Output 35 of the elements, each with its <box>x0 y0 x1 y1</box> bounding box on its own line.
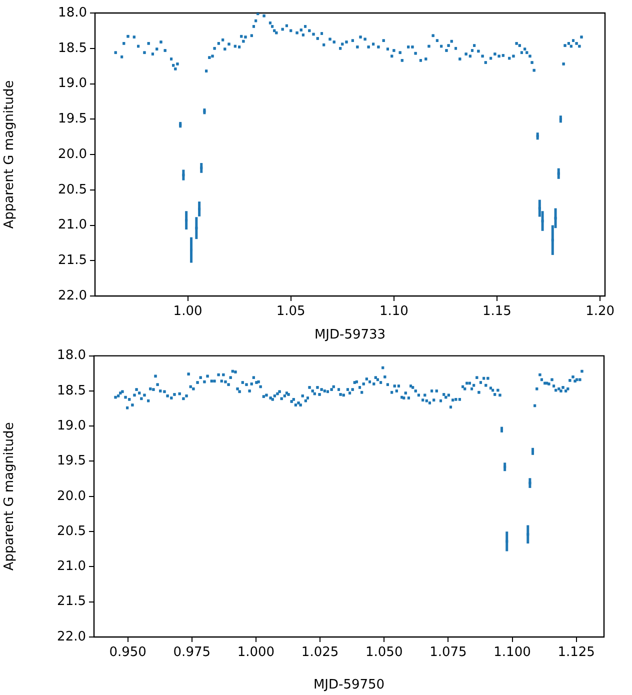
x-tick-label: 1.100 <box>494 645 531 660</box>
y-tick-label: 22.0 <box>58 288 87 304</box>
y-axis-title: Apparent G magnitude <box>2 80 18 229</box>
x-tick-label: 1.10 <box>379 304 408 320</box>
y-tick-label: 20.0 <box>58 146 87 162</box>
y-tick-label: 18.0 <box>58 5 87 20</box>
x-tick-label: 1.15 <box>482 304 512 320</box>
x-tick-label: 1.20 <box>586 304 615 320</box>
x-tick-label: 1.125 <box>558 645 595 660</box>
x-tick-label: 1.025 <box>301 645 339 660</box>
y-tick-label: 20.0 <box>57 488 86 504</box>
x-tick-label: 1.000 <box>237 645 275 660</box>
x-tick-label: 0.950 <box>109 645 146 660</box>
y-tick-label: 21.5 <box>58 253 87 268</box>
y-tick-label: 20.5 <box>57 524 86 539</box>
x-tick-label: 1.05 <box>276 304 306 320</box>
y-tick-label: 19.5 <box>57 454 86 469</box>
y-tick-label: 19.0 <box>58 76 87 92</box>
y-tick-label: 21.0 <box>58 218 87 233</box>
y-axis-title: Apparent G magnitude <box>2 422 18 571</box>
x-axis-title: MJD-59733 <box>314 328 386 343</box>
x-tick-label: 1.00 <box>173 304 202 320</box>
y-tick-label: 18.5 <box>58 40 87 56</box>
y-tick-label: 20.5 <box>58 182 87 198</box>
x-tick-label: 1.050 <box>366 645 403 660</box>
x-tick-label: 0.975 <box>173 645 211 660</box>
y-tick-label: 18.5 <box>57 383 86 398</box>
x-tick-label: 1.075 <box>430 645 467 660</box>
y-tick-label: 21.0 <box>57 559 86 574</box>
x-axis-title: MJD-59750 <box>313 678 385 693</box>
y-tick-label: 19.5 <box>58 112 87 126</box>
y-tick-label: 19.0 <box>57 418 86 434</box>
y-tick-label: 21.5 <box>57 594 86 610</box>
y-tick-label: 18.0 <box>57 348 86 364</box>
y-tick-label: 22.0 <box>57 629 86 644</box>
